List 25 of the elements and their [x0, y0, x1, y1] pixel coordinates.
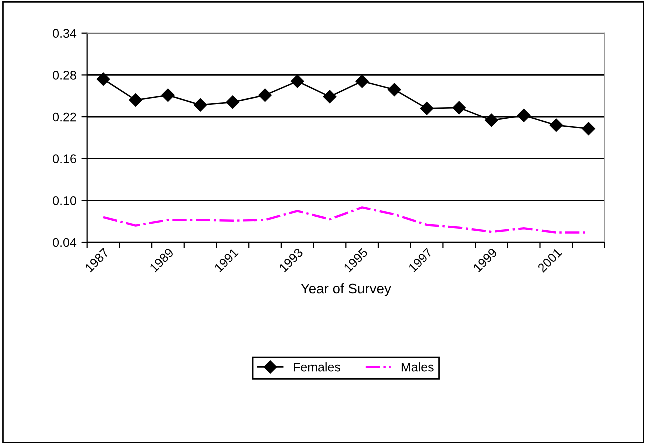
point — [226, 96, 240, 109]
point — [420, 102, 434, 116]
point — [582, 122, 596, 136]
point — [323, 90, 337, 104]
point — [258, 88, 272, 102]
y-tick-label: 0.22 — [53, 112, 76, 122]
legend-label: Females — [294, 362, 340, 372]
legend-label: Males — [402, 362, 434, 372]
y-tick-label: 0.34 — [53, 29, 77, 38]
point — [291, 74, 304, 88]
y-tick-label: 0.10 — [53, 196, 76, 206]
point — [194, 98, 208, 112]
y-tick-label: 0.04 — [53, 238, 77, 248]
point — [485, 114, 498, 128]
point — [129, 94, 142, 107]
point — [388, 83, 402, 96]
y-tick-label: 0.28 — [53, 71, 76, 80]
x-axis-title: Year of Survey — [301, 283, 392, 296]
point — [452, 101, 466, 115]
point — [162, 88, 175, 102]
y-tick-label: 0.16 — [53, 154, 76, 164]
point — [550, 118, 564, 132]
point — [96, 72, 110, 86]
point — [356, 74, 369, 88]
point — [517, 109, 531, 122]
